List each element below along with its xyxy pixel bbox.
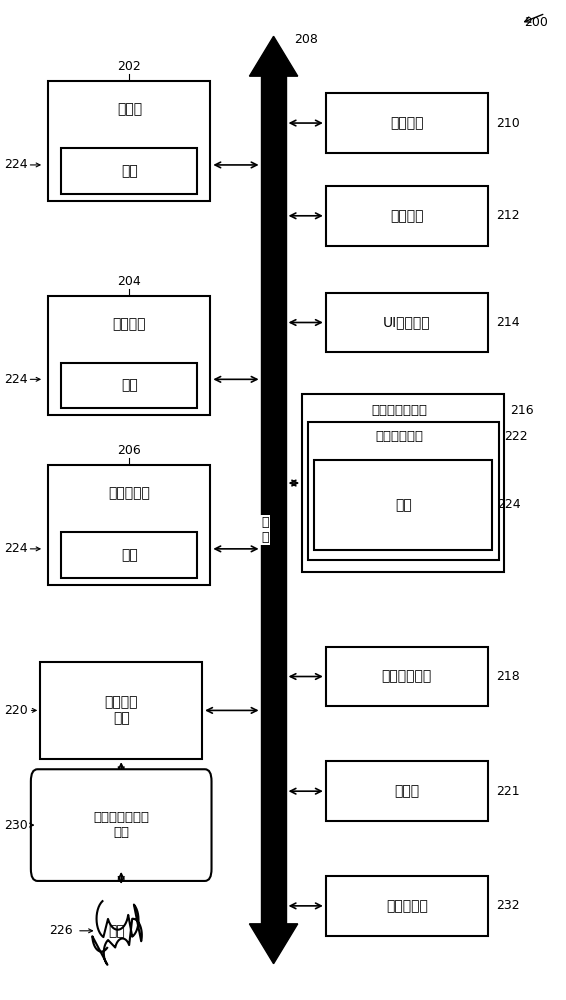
FancyBboxPatch shape [326, 647, 488, 706]
Text: 传感器: 传感器 [394, 784, 419, 798]
FancyBboxPatch shape [49, 465, 211, 585]
Text: 224: 224 [498, 498, 521, 511]
Text: 机器可读介质: 机器可读介质 [375, 430, 423, 443]
FancyBboxPatch shape [49, 81, 211, 201]
FancyBboxPatch shape [326, 761, 488, 821]
Text: 202: 202 [118, 60, 142, 73]
Text: 224: 224 [4, 542, 28, 555]
Polygon shape [261, 76, 286, 924]
Text: 210: 210 [496, 117, 520, 130]
Text: 221: 221 [496, 785, 520, 798]
Text: 220: 220 [4, 704, 28, 717]
Text: 206: 206 [118, 444, 142, 457]
Text: 主存储器: 主存储器 [113, 317, 146, 331]
Text: 静态存储器: 静态存储器 [109, 487, 151, 501]
Text: 输出控制器: 输出控制器 [386, 899, 428, 913]
Text: 处理器: 处理器 [117, 103, 142, 117]
Polygon shape [250, 924, 298, 964]
Text: 信号生成设备: 信号生成设备 [381, 670, 432, 684]
FancyBboxPatch shape [314, 460, 492, 550]
Text: 222: 222 [504, 430, 528, 443]
Text: 212: 212 [496, 209, 520, 222]
Text: 218: 218 [496, 670, 520, 683]
Text: （一个或多个）
天线: （一个或多个） 天线 [93, 811, 149, 839]
Text: 208: 208 [294, 33, 318, 46]
Text: 互
连: 互 连 [261, 516, 269, 544]
FancyBboxPatch shape [326, 876, 488, 936]
Polygon shape [250, 36, 298, 76]
FancyBboxPatch shape [61, 148, 198, 194]
FancyBboxPatch shape [326, 293, 488, 352]
Text: 指令: 指令 [121, 548, 138, 562]
Text: 230: 230 [4, 819, 28, 832]
Text: 214: 214 [496, 316, 520, 329]
Text: 226: 226 [49, 924, 73, 937]
FancyBboxPatch shape [61, 532, 198, 578]
Text: 224: 224 [4, 373, 28, 386]
Text: 224: 224 [4, 158, 28, 171]
FancyBboxPatch shape [302, 394, 504, 572]
Text: UI导航设备: UI导航设备 [383, 315, 431, 329]
FancyBboxPatch shape [61, 363, 198, 408]
Text: 大容量存储设备: 大容量存储设备 [371, 404, 427, 417]
FancyBboxPatch shape [40, 662, 202, 759]
Text: 显示设备: 显示设备 [390, 116, 423, 130]
Text: 200: 200 [524, 16, 548, 29]
Text: 232: 232 [496, 899, 520, 912]
Text: 指令: 指令 [121, 164, 138, 178]
Text: 216: 216 [510, 404, 533, 417]
FancyBboxPatch shape [326, 186, 488, 246]
Text: 网络: 网络 [109, 924, 126, 938]
FancyBboxPatch shape [31, 769, 212, 881]
Text: 指令: 指令 [121, 378, 138, 392]
Text: 204: 204 [118, 275, 142, 288]
Text: 指令: 指令 [395, 498, 411, 512]
Text: 网络接口
设备: 网络接口 设备 [105, 695, 138, 726]
Text: 输入设备: 输入设备 [390, 209, 423, 223]
FancyBboxPatch shape [326, 93, 488, 153]
FancyBboxPatch shape [49, 296, 211, 415]
FancyBboxPatch shape [308, 422, 499, 560]
